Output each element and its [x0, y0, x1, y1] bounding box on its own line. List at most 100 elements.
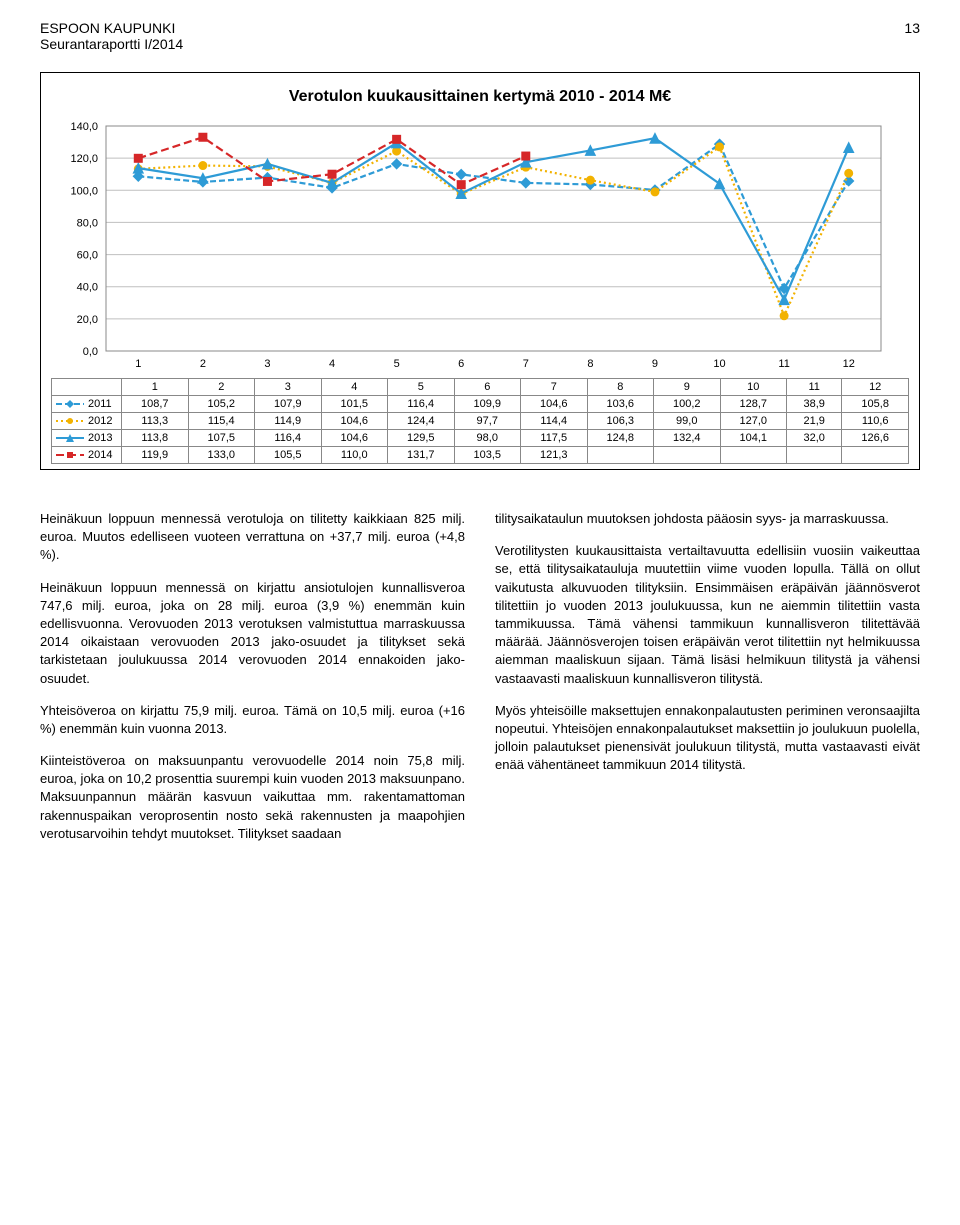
table-cell: 109,9: [454, 396, 521, 413]
svg-text:12: 12: [843, 358, 855, 370]
svg-text:8: 8: [587, 358, 593, 370]
org-name: ESPOON KAUPUNKI: [40, 20, 183, 36]
svg-text:11: 11: [778, 358, 789, 370]
table-cell: 21,9: [787, 413, 842, 430]
series-legend-cell: 2014: [52, 447, 122, 464]
table-cell: 104,1: [720, 430, 787, 447]
paragraph: tilitysaikataulun muutoksen johdosta pää…: [495, 510, 920, 528]
page-header: ESPOON KAUPUNKI Seurantaraportti I/2014 …: [40, 20, 920, 52]
table-cell: 100,2: [654, 396, 721, 413]
table-cell: 105,8: [842, 396, 909, 413]
table-cell: 107,9: [255, 396, 322, 413]
table-cell: 113,3: [122, 413, 189, 430]
table-cell: 114,9: [255, 413, 322, 430]
table-cell: 106,3: [587, 413, 654, 430]
page-number: 13: [904, 20, 920, 36]
table-cell: [587, 447, 654, 464]
table-cell: 116,4: [388, 396, 455, 413]
chart-area: 0,020,040,060,080,0100,0120,0140,0123456…: [51, 116, 909, 376]
table-header: 1: [122, 379, 189, 396]
table-cell: 104,6: [321, 430, 388, 447]
svg-text:3: 3: [264, 358, 270, 370]
table-cell: 113,8: [122, 430, 189, 447]
svg-text:4: 4: [329, 358, 335, 370]
chart-data-table: 1234567891011122011108,7105,2107,9101,51…: [51, 378, 909, 464]
table-cell: 114,4: [521, 413, 588, 430]
table-cell: 116,4: [255, 430, 322, 447]
table-cell: 115,4: [188, 413, 255, 430]
paragraph: Myös yhteisöille maksettujen ennakonpala…: [495, 702, 920, 775]
table-header: 12: [842, 379, 909, 396]
table-cell: 110,0: [321, 447, 388, 464]
svg-text:1: 1: [135, 358, 141, 370]
table-cell: 119,9: [122, 447, 189, 464]
table-header: 9: [654, 379, 721, 396]
series-name: 2011: [88, 398, 112, 410]
series-legend-cell: 2011: [52, 396, 122, 413]
svg-text:140,0: 140,0: [70, 121, 98, 133]
series-name: 2014: [88, 449, 112, 461]
report-name: Seurantaraportti I/2014: [40, 36, 183, 52]
series-legend-cell: 2012: [52, 413, 122, 430]
table-cell: 97,7: [454, 413, 521, 430]
svg-text:80,0: 80,0: [77, 217, 98, 229]
table-cell: 103,6: [587, 396, 654, 413]
paragraph: Verotilitysten kuukausittaista vertailta…: [495, 542, 920, 688]
table-cell: 117,5: [521, 430, 588, 447]
table-cell: 38,9: [787, 396, 842, 413]
svg-text:0,0: 0,0: [83, 346, 98, 358]
svg-text:60,0: 60,0: [77, 250, 98, 262]
chart-container: Verotulon kuukausittainen kertymä 2010 -…: [40, 72, 920, 470]
table-cell: 121,3: [521, 447, 588, 464]
table-cell: [787, 447, 842, 464]
table-row: 2014 119,9133,0105,5110,0131,7103,5121,3: [52, 447, 909, 464]
svg-text:100,0: 100,0: [70, 185, 98, 197]
table-cell: 131,7: [388, 447, 455, 464]
svg-text:5: 5: [394, 358, 400, 370]
series-legend-cell: 2013: [52, 430, 122, 447]
table-cell: 133,0: [188, 447, 255, 464]
table-row: 2011108,7105,2107,9101,5116,4109,9104,61…: [52, 396, 909, 413]
chart-title: Verotulon kuukausittainen kertymä 2010 -…: [51, 88, 909, 106]
table-cell: 105,2: [188, 396, 255, 413]
table-cell: 98,0: [454, 430, 521, 447]
table-cell: 104,6: [521, 396, 588, 413]
table-cell: 105,5: [255, 447, 322, 464]
paragraph: Yhteisöveroa on kirjattu 75,9 milj. euro…: [40, 702, 465, 738]
table-cell: 107,5: [188, 430, 255, 447]
table-cell: 99,0: [654, 413, 721, 430]
svg-text:40,0: 40,0: [77, 282, 98, 294]
left-column: Heinäkuun loppuun mennessä verotuloja on…: [40, 510, 465, 857]
table-header: 5: [388, 379, 455, 396]
svg-text:6: 6: [458, 358, 464, 370]
table-row: 2012 113,3115,4114,9104,6124,497,7114,410…: [52, 413, 909, 430]
table-cell: 104,6: [321, 413, 388, 430]
right-column: tilitysaikataulun muutoksen johdosta pää…: [495, 510, 920, 857]
table-header: 8: [587, 379, 654, 396]
table-cell: 103,5: [454, 447, 521, 464]
chart-svg: 0,020,040,060,080,0100,0120,0140,0123456…: [51, 116, 891, 376]
table-header: 6: [454, 379, 521, 396]
svg-text:10: 10: [713, 358, 725, 370]
table-cell: 127,0: [720, 413, 787, 430]
table-header: 3: [255, 379, 322, 396]
paragraph: Heinäkuun loppuun mennessä verotuloja on…: [40, 510, 465, 565]
table-cell: 124,4: [388, 413, 455, 430]
svg-text:9: 9: [652, 358, 658, 370]
table-cell: [654, 447, 721, 464]
table-header: 4: [321, 379, 388, 396]
table-cell: 110,6: [842, 413, 909, 430]
paragraph: Kiinteistöveroa on maksuunpantu verovuod…: [40, 752, 465, 843]
svg-text:20,0: 20,0: [77, 314, 98, 326]
svg-text:7: 7: [523, 358, 529, 370]
table-cell: 129,5: [388, 430, 455, 447]
table-cell: 126,6: [842, 430, 909, 447]
series-name: 2012: [88, 415, 112, 427]
paragraph: Heinäkuun loppuun mennessä on kirjattu a…: [40, 579, 465, 688]
table-cell: 124,8: [587, 430, 654, 447]
table-cell: 128,7: [720, 396, 787, 413]
table-header: 2: [188, 379, 255, 396]
series-name: 2013: [88, 432, 112, 444]
table-cell: 132,4: [654, 430, 721, 447]
table-row: 2013113,8107,5116,4104,6129,598,0117,512…: [52, 430, 909, 447]
